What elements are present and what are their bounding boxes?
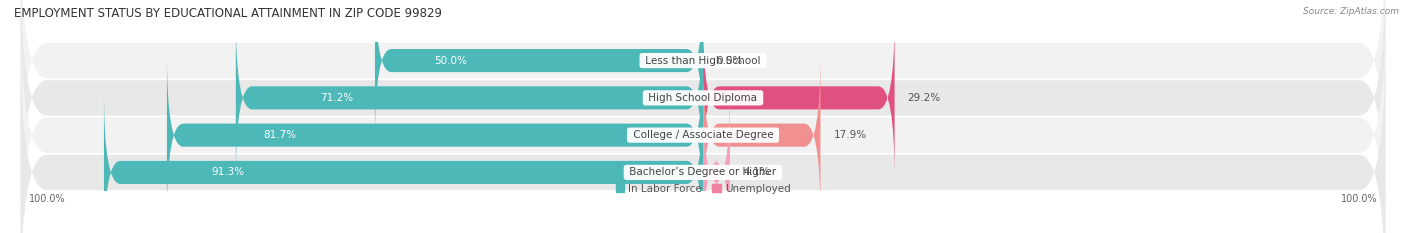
Text: 0.0%: 0.0%: [716, 56, 742, 65]
Text: College / Associate Degree: College / Associate Degree: [630, 130, 776, 140]
Text: 71.2%: 71.2%: [321, 93, 353, 103]
Text: 50.0%: 50.0%: [434, 56, 467, 65]
Text: 81.7%: 81.7%: [263, 130, 297, 140]
Text: EMPLOYMENT STATUS BY EDUCATIONAL ATTAINMENT IN ZIP CODE 99829: EMPLOYMENT STATUS BY EDUCATIONAL ATTAINM…: [14, 7, 441, 20]
Text: 91.3%: 91.3%: [212, 168, 245, 177]
FancyBboxPatch shape: [104, 91, 703, 233]
FancyBboxPatch shape: [21, 4, 1385, 233]
Text: Source: ZipAtlas.com: Source: ZipAtlas.com: [1303, 7, 1399, 16]
FancyBboxPatch shape: [21, 0, 1385, 192]
Text: 29.2%: 29.2%: [908, 93, 941, 103]
Text: 17.9%: 17.9%: [834, 130, 866, 140]
Text: Less than High School: Less than High School: [643, 56, 763, 65]
FancyBboxPatch shape: [21, 41, 1385, 233]
FancyBboxPatch shape: [167, 54, 703, 217]
FancyBboxPatch shape: [21, 0, 1385, 229]
FancyBboxPatch shape: [703, 91, 730, 233]
Legend: In Labor Force, Unemployed: In Labor Force, Unemployed: [612, 179, 794, 198]
Text: Bachelor’s Degree or higher: Bachelor’s Degree or higher: [626, 168, 780, 177]
FancyBboxPatch shape: [375, 0, 703, 142]
FancyBboxPatch shape: [703, 54, 821, 217]
Text: High School Diploma: High School Diploma: [645, 93, 761, 103]
FancyBboxPatch shape: [703, 16, 894, 179]
Text: 4.1%: 4.1%: [742, 168, 769, 177]
FancyBboxPatch shape: [236, 16, 703, 179]
